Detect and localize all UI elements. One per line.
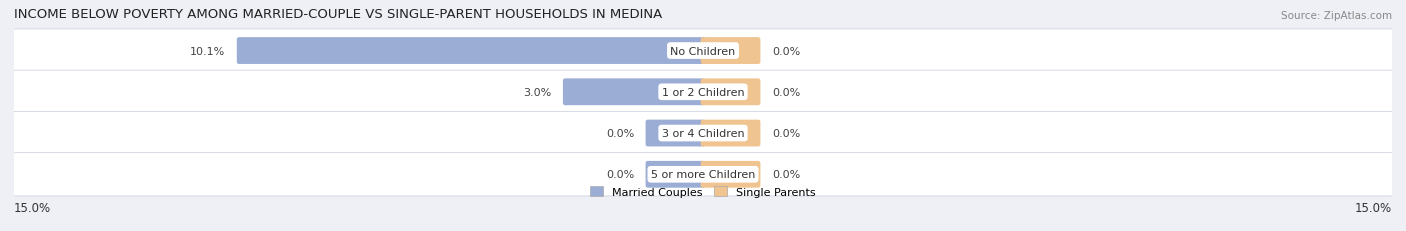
FancyBboxPatch shape	[700, 79, 761, 106]
FancyBboxPatch shape	[700, 120, 761, 147]
FancyBboxPatch shape	[10, 30, 1396, 73]
Text: 0.0%: 0.0%	[772, 46, 800, 56]
FancyBboxPatch shape	[700, 38, 761, 65]
Text: 15.0%: 15.0%	[14, 201, 51, 214]
Text: 0.0%: 0.0%	[606, 128, 634, 138]
FancyBboxPatch shape	[236, 38, 706, 65]
Legend: Married Couples, Single Parents: Married Couples, Single Parents	[586, 182, 820, 201]
FancyBboxPatch shape	[10, 112, 1396, 155]
Text: 0.0%: 0.0%	[772, 170, 800, 179]
FancyBboxPatch shape	[10, 153, 1396, 196]
FancyBboxPatch shape	[700, 161, 761, 188]
Text: 15.0%: 15.0%	[1355, 201, 1392, 214]
Text: 0.0%: 0.0%	[772, 128, 800, 138]
FancyBboxPatch shape	[645, 120, 706, 147]
FancyBboxPatch shape	[645, 161, 706, 188]
Text: 0.0%: 0.0%	[772, 87, 800, 97]
Text: 3.0%: 3.0%	[523, 87, 551, 97]
Text: 3 or 4 Children: 3 or 4 Children	[662, 128, 744, 138]
Text: 5 or more Children: 5 or more Children	[651, 170, 755, 179]
Text: Source: ZipAtlas.com: Source: ZipAtlas.com	[1281, 11, 1392, 21]
Text: 1 or 2 Children: 1 or 2 Children	[662, 87, 744, 97]
FancyBboxPatch shape	[10, 71, 1396, 114]
Text: 10.1%: 10.1%	[190, 46, 225, 56]
Text: 0.0%: 0.0%	[606, 170, 634, 179]
FancyBboxPatch shape	[562, 79, 706, 106]
Text: No Children: No Children	[671, 46, 735, 56]
Text: INCOME BELOW POVERTY AMONG MARRIED-COUPLE VS SINGLE-PARENT HOUSEHOLDS IN MEDINA: INCOME BELOW POVERTY AMONG MARRIED-COUPL…	[14, 8, 662, 21]
